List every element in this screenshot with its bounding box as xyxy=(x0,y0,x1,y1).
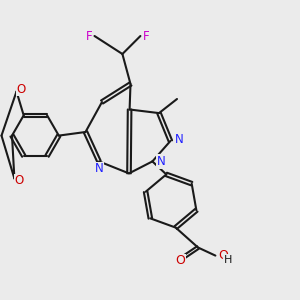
Text: F: F xyxy=(142,29,149,43)
Text: F: F xyxy=(86,29,92,43)
Text: N: N xyxy=(157,155,166,168)
Text: N: N xyxy=(175,133,184,146)
Text: H: H xyxy=(224,255,232,265)
Text: O: O xyxy=(14,174,23,188)
Text: O: O xyxy=(218,249,228,262)
Text: O: O xyxy=(16,82,26,96)
Text: N: N xyxy=(94,162,103,176)
Text: O: O xyxy=(175,254,185,268)
